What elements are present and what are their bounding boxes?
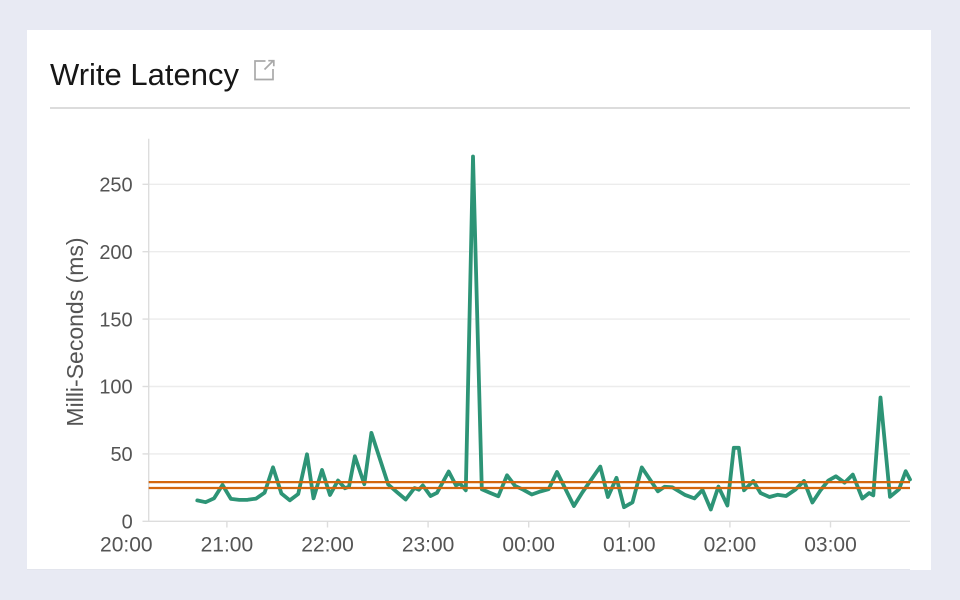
svg-text:23:00: 23:00 [402,534,455,557]
svg-text:01:00: 01:00 [603,534,656,557]
svg-text:21:00: 21:00 [201,534,254,557]
svg-text:03:00: 03:00 [804,534,857,557]
svg-text:150: 150 [99,309,132,331]
svg-text:22:00: 22:00 [301,534,354,557]
svg-text:200: 200 [99,242,132,264]
svg-text:20:00: 20:00 [100,534,153,557]
svg-text:100: 100 [99,377,132,399]
svg-text:02:00: 02:00 [704,534,757,557]
svg-text:0: 0 [122,512,133,534]
svg-text:50: 50 [110,444,132,466]
svg-text:00:00: 00:00 [502,534,555,557]
svg-text:250: 250 [99,175,132,197]
svg-text:Milli-Seconds (ms): Milli-Seconds (ms) [62,237,88,426]
